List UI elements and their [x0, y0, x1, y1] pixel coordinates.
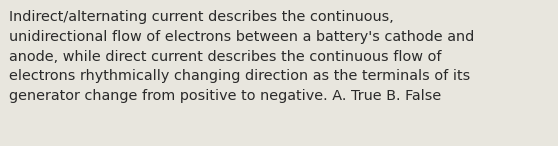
Text: Indirect/alternating current describes the continuous,
unidirectional flow of el: Indirect/alternating current describes t… — [9, 10, 474, 103]
